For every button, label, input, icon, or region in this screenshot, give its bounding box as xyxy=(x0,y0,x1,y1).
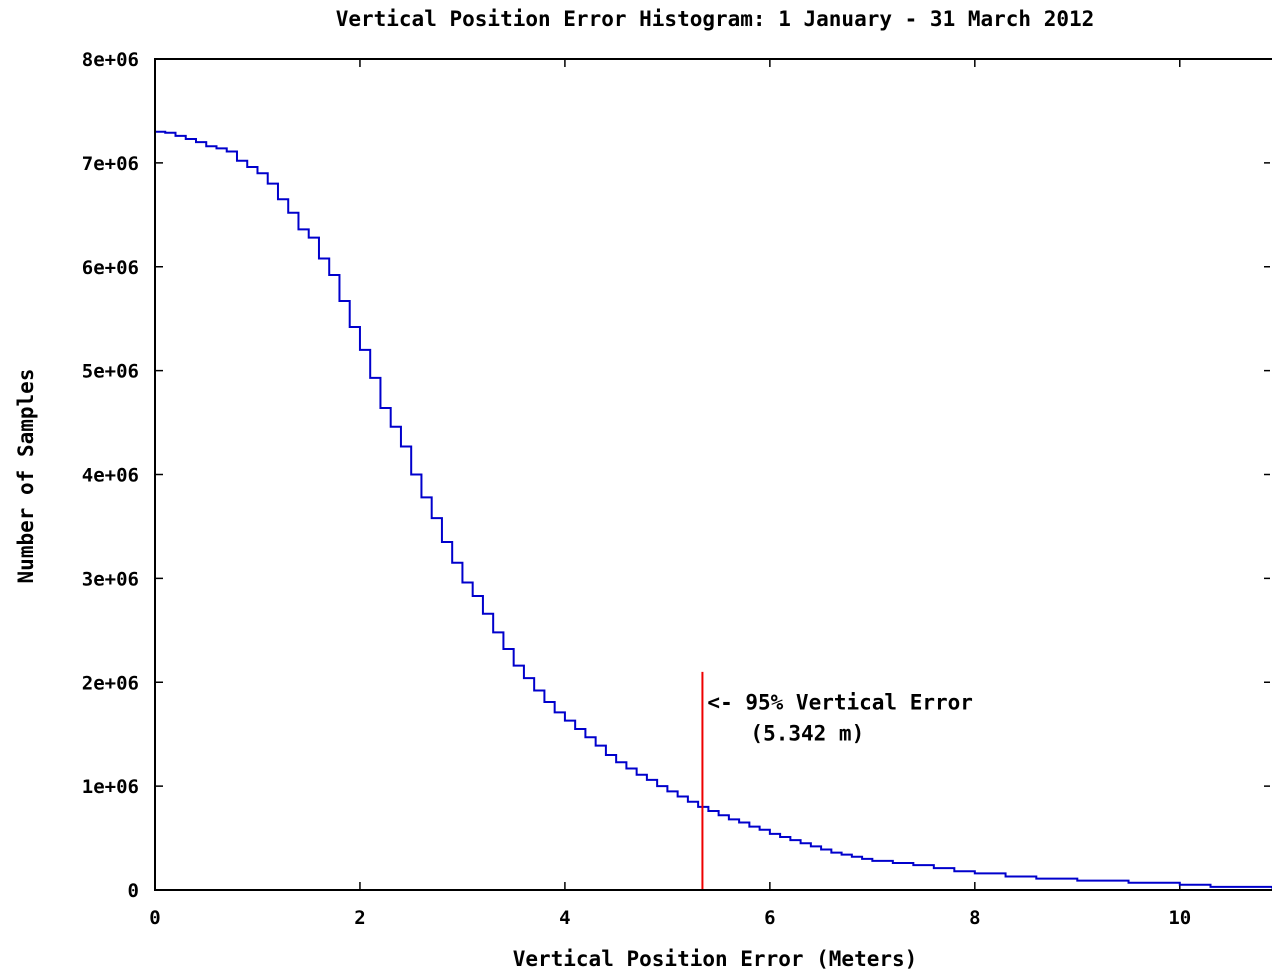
y-tick-label: 6e+06 xyxy=(82,257,139,279)
y-tick-label: 8e+06 xyxy=(82,49,139,71)
annotation-value: (5.342 m) xyxy=(750,721,864,745)
x-tick-label: 4 xyxy=(559,907,570,929)
y-tick-label: 2e+06 xyxy=(82,672,139,694)
y-axis-label: Number of Samples xyxy=(14,369,38,584)
plot-frame xyxy=(154,58,1272,891)
ticks-layer: 0 2 4 6 8 10 0 1e+06 2e+06 3e+06 4e+06 5e+06 6e+06 7e… xyxy=(82,49,1270,929)
x-tick-label: 6 xyxy=(764,907,775,929)
annotation-label: <- 95% Vertical Error xyxy=(707,690,973,714)
x-axis-label: Vertical Position Error (Meters) xyxy=(513,947,918,970)
x-tick-label: 0 xyxy=(149,907,160,929)
y-tick-label: 0 xyxy=(128,880,139,902)
y-tick-label: 4e+06 xyxy=(82,465,139,487)
chart-title: Vertical Position Error Histogram: 1 Jan… xyxy=(336,7,1095,31)
x-tick-label: 10 xyxy=(1168,907,1191,929)
x-tick-label: 2 xyxy=(354,907,365,929)
x-tick-label: 8 xyxy=(969,907,980,929)
y-tick-label: 3e+06 xyxy=(82,568,139,590)
histogram-step-line xyxy=(155,130,1272,889)
y-tick-label: 1e+06 xyxy=(82,776,139,798)
y-tick-label: 7e+06 xyxy=(82,153,139,175)
y-tick-label: 5e+06 xyxy=(82,361,139,383)
